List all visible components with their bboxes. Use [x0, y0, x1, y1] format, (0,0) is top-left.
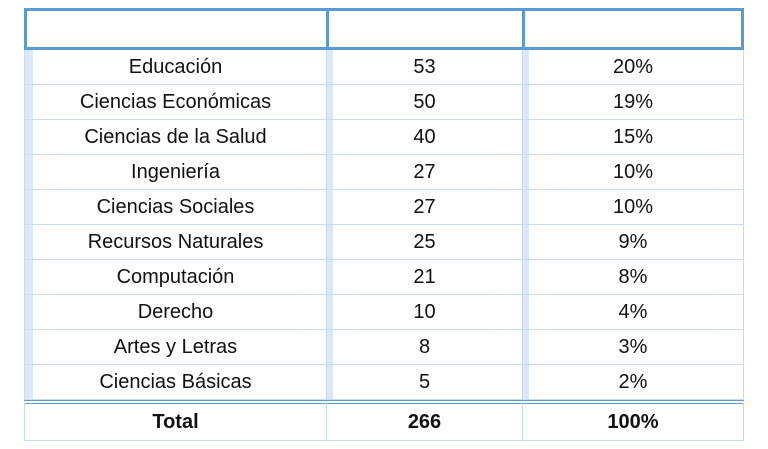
area-cell: Ciencias Básicas [24, 365, 326, 400]
table-body: Educación 53 20% Ciencias Económicas 50 … [24, 50, 744, 400]
percent-cell: 19% [522, 85, 744, 120]
area-cell: Ciencias Económicas [24, 85, 326, 120]
table-row: Recursos Naturales 25 9% [24, 225, 744, 260]
area-cell: Ciencias de la Salud [24, 120, 326, 155]
percent-cell: 20% [522, 50, 744, 85]
count-cell: 10 [326, 295, 522, 330]
area-cell: Recursos Naturales [24, 225, 326, 260]
table-row: Ciencias Económicas 50 19% [24, 85, 744, 120]
total-count: 266 [326, 400, 522, 441]
table-row: Ingeniería 27 10% [24, 155, 744, 190]
table-row: Computación 21 8% [24, 260, 744, 295]
header-cell-area [24, 8, 326, 50]
count-cell: 40 [326, 120, 522, 155]
area-cell: Ciencias Sociales [24, 190, 326, 225]
percent-cell: 4% [522, 295, 744, 330]
total-row: Total 266 100% [24, 400, 744, 441]
area-cell: Ingeniería [24, 155, 326, 190]
table-row: Artes y Letras 8 3% [24, 330, 744, 365]
percent-cell: 3% [522, 330, 744, 365]
table-row: Ciencias Básicas 5 2% [24, 365, 744, 400]
count-cell: 8 [326, 330, 522, 365]
header-row [24, 8, 744, 50]
count-cell: 21 [326, 260, 522, 295]
data-table-container: Educación 53 20% Ciencias Económicas 50 … [24, 8, 744, 441]
total-label: Total [24, 400, 326, 441]
header-cell-percent [522, 8, 744, 50]
table-footer: Total 266 100% [24, 400, 744, 441]
percent-cell: 15% [522, 120, 744, 155]
count-cell: 27 [326, 190, 522, 225]
count-cell: 50 [326, 85, 522, 120]
header-cell-count [326, 8, 522, 50]
percent-cell: 10% [522, 155, 744, 190]
table-row: Ciencias de la Salud 40 15% [24, 120, 744, 155]
count-cell: 27 [326, 155, 522, 190]
area-cell: Artes y Letras [24, 330, 326, 365]
percent-cell: 8% [522, 260, 744, 295]
count-cell: 53 [326, 50, 522, 85]
count-cell: 25 [326, 225, 522, 260]
count-cell: 5 [326, 365, 522, 400]
area-cell: Educación [24, 50, 326, 85]
table-row: Derecho 10 4% [24, 295, 744, 330]
area-cell: Derecho [24, 295, 326, 330]
table-row: Educación 53 20% [24, 50, 744, 85]
data-table: Educación 53 20% Ciencias Económicas 50 … [24, 8, 744, 441]
percent-cell: 2% [522, 365, 744, 400]
total-percent: 100% [522, 400, 744, 441]
table-row: Ciencias Sociales 27 10% [24, 190, 744, 225]
percent-cell: 10% [522, 190, 744, 225]
percent-cell: 9% [522, 225, 744, 260]
area-cell: Computación [24, 260, 326, 295]
table-header [24, 8, 744, 50]
